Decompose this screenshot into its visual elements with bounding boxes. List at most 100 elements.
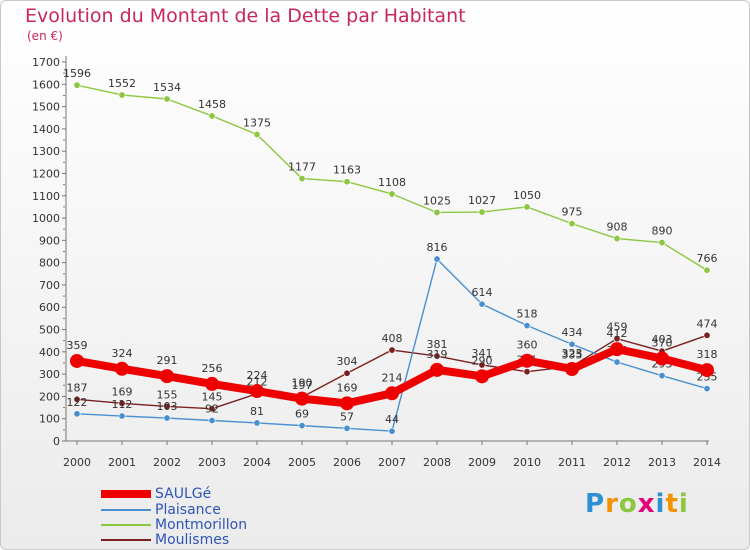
data-point <box>658 372 666 380</box>
data-point <box>613 335 621 343</box>
data-label: 212 <box>247 376 268 389</box>
data-point <box>343 178 351 186</box>
data-label: 816 <box>427 241 448 254</box>
data-point <box>658 239 666 247</box>
data-label: 908 <box>607 221 628 234</box>
data-label: 360 <box>517 339 538 352</box>
data-label: 412 <box>607 327 628 340</box>
x-tick-label: 2007 <box>378 456 406 469</box>
data-label: 1177 <box>288 161 316 174</box>
logo-letter: i <box>678 489 689 519</box>
data-label: 103 <box>157 400 178 413</box>
data-label: 1596 <box>63 67 91 80</box>
y-tick-label: 900 <box>39 234 60 247</box>
data-point <box>433 208 441 216</box>
legend-label: Moulismes <box>155 532 230 548</box>
logo-letter: i <box>655 489 666 519</box>
legend-swatch <box>101 509 151 511</box>
data-point <box>163 414 171 422</box>
data-point <box>118 91 126 99</box>
data-point <box>388 190 396 198</box>
data-point <box>388 427 396 435</box>
data-point <box>253 419 261 427</box>
data-point <box>163 95 171 103</box>
x-tick-label: 2013 <box>648 456 676 469</box>
data-label: 323 <box>562 347 583 360</box>
y-tick-label: 100 <box>39 413 60 426</box>
y-tick-label: 800 <box>39 257 60 270</box>
data-label: 155 <box>157 388 178 401</box>
data-point <box>73 81 81 89</box>
data-label: 1534 <box>153 81 181 94</box>
data-point <box>163 402 171 410</box>
data-label: 256 <box>202 362 223 375</box>
data-label: 403 <box>652 333 673 346</box>
data-label: 304 <box>337 355 358 368</box>
x-tick-label: 2001 <box>108 456 136 469</box>
x-tick-label: 2010 <box>513 456 541 469</box>
logo-letter: o <box>618 489 638 519</box>
data-point <box>613 358 621 366</box>
data-point <box>433 255 441 263</box>
data-point <box>73 410 81 418</box>
chart-title: Evolution du Montant de la Dette par Hab… <box>25 5 466 27</box>
legend-swatch <box>101 490 151 498</box>
data-point <box>655 351 669 366</box>
data-point <box>208 112 216 120</box>
data-label: 290 <box>472 354 493 367</box>
data-point <box>295 391 309 406</box>
x-tick-label: 2000 <box>63 456 91 469</box>
data-point <box>478 300 486 308</box>
data-point <box>253 130 261 138</box>
y-tick-label: 1300 <box>32 145 60 158</box>
data-point <box>388 346 396 354</box>
data-label: 224 <box>247 369 268 382</box>
logo-letter: r <box>605 489 619 519</box>
data-label: 291 <box>157 354 178 367</box>
x-tick-label: 2014 <box>693 456 721 469</box>
legend-item: Plaisance <box>101 502 221 518</box>
data-point <box>385 386 399 401</box>
data-point <box>610 342 624 357</box>
data-point <box>70 353 84 368</box>
x-tick-label: 2003 <box>198 456 226 469</box>
y-tick-label: 600 <box>39 301 60 314</box>
data-point <box>160 369 174 384</box>
y-tick-label: 1100 <box>32 190 60 203</box>
brand-logo: Proxiti <box>585 489 689 519</box>
data-point <box>208 405 216 413</box>
x-tick-label: 2002 <box>153 456 181 469</box>
data-point <box>478 208 486 216</box>
legend-item: Montmorillon <box>101 517 247 533</box>
data-label: 381 <box>427 338 448 351</box>
data-label: 92 <box>205 402 219 415</box>
y-tick-label: 200 <box>39 390 60 403</box>
data-point <box>115 361 129 376</box>
data-label: 57 <box>340 410 354 423</box>
data-label: 169 <box>337 381 358 394</box>
legend-label: SAULGé <box>155 486 212 502</box>
data-point <box>700 363 714 378</box>
data-point <box>478 361 486 369</box>
data-point <box>343 424 351 432</box>
data-point <box>523 203 531 211</box>
data-point <box>703 331 711 339</box>
data-label: 169 <box>112 385 133 398</box>
data-point <box>205 376 219 391</box>
data-label: 766 <box>697 252 718 265</box>
y-tick-label: 0 <box>53 435 60 448</box>
data-label: 112 <box>112 398 133 411</box>
data-point <box>523 322 531 330</box>
data-label: 341 <box>472 347 493 360</box>
data-point <box>430 362 444 377</box>
y-tick-label: 1700 <box>32 56 60 69</box>
data-point <box>73 395 81 403</box>
data-label: 614 <box>472 286 493 299</box>
data-label: 187 <box>67 381 88 394</box>
data-point <box>433 352 441 360</box>
data-point <box>475 369 489 384</box>
data-point <box>298 175 306 183</box>
data-label: 359 <box>67 339 88 352</box>
y-tick-label: 1000 <box>32 212 60 225</box>
